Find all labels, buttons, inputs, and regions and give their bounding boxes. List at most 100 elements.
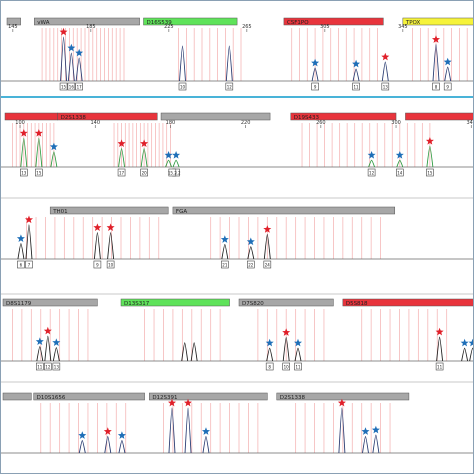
blue-star-icon [395,151,404,159]
peak [247,246,255,260]
peak [93,232,101,260]
allele-label: 15 [61,85,67,90]
locus-label: vWA [37,20,49,26]
locus-bar [57,112,158,121]
allele-label: 9 [314,85,317,90]
allele-label: 8 [435,85,438,90]
allele-label: 14 [397,171,403,176]
locus-bar [120,298,230,307]
allele-box [311,82,319,91]
blue-star-icon [16,234,25,242]
locus-bar [172,206,396,215]
red-star-icon [432,35,440,43]
peak [104,436,112,454]
allele-label: 15.2 [168,171,177,176]
peak [20,137,28,168]
allele-label: 15 [427,171,433,176]
allele-label: 11 [37,365,43,370]
peak [372,434,380,454]
allele-box [294,362,302,371]
red-star-icon [117,139,126,147]
red-star-icon [184,398,192,407]
peak [118,148,126,168]
peak [67,52,75,82]
tick-label: 140 [90,120,100,126]
allele-box [352,82,360,91]
peak [52,347,60,362]
allele-label: 10 [180,85,186,90]
locus-bar [276,392,410,401]
allele-box [17,260,25,269]
peak [190,342,198,362]
locus-label: D8S1179 [6,301,32,307]
locus-bar [283,17,384,26]
panel-1-svg: vWA D16S539 CSF1PO TPOX 145 185 225 265 305 345 15… [1,17,473,98]
blue-star-icon [35,337,44,345]
allele-label: 12 [45,365,51,370]
red-star-icon [93,223,102,231]
peak [381,61,389,82]
allele-box [19,168,28,177]
peak [168,407,176,454]
peak [44,335,52,362]
locus-bar [6,17,21,26]
peak [266,347,274,362]
allele-box [25,260,33,269]
peak [172,159,180,168]
red-star-icon [263,225,272,233]
blue-star-icon [75,48,84,57]
allele-box [247,260,255,269]
peak [368,159,376,168]
locus-bar [402,17,473,26]
red-star-icon [282,328,291,336]
locus-label: FGA [176,209,187,215]
locus-bar [290,112,397,121]
blue-star-icon [352,59,360,68]
locus-bar [4,112,58,121]
blue-star-icon [117,431,126,439]
locus-label: D13S317 [124,301,150,307]
blue-star-icon [361,427,370,435]
allele-label: 13 [383,85,389,90]
locus-label: D19S433 [294,115,320,121]
locus-bar [33,392,145,401]
peak [221,244,229,260]
allele-label: 17 [77,85,83,90]
allele-label: 11 [354,85,360,90]
allele-box [52,362,61,371]
peak [396,159,404,168]
blue-star-icon [371,425,380,434]
locus-bar [149,392,268,401]
blue-star-icon [202,427,210,435]
allele-box [225,82,234,91]
locus-bar [34,17,140,26]
dye-panel-1: vWA D16S539 CSF1PO TPOX 145 185 225 265 305 345 15… [1,1,473,98]
peak [263,233,271,260]
allele-label: 16 [69,85,75,90]
locus-bar [238,298,334,307]
locus-label: TH01 [52,209,67,215]
allele-label: 11 [437,365,443,370]
blue-star-icon [367,151,376,159]
peak [184,407,192,454]
locus-label: D12S391 [152,395,177,401]
allele-label: 12 [227,85,233,90]
allele-label: 6 [20,263,23,268]
allele-box [35,168,43,177]
allele-box [263,260,272,269]
peak [107,232,115,260]
locus-bar [49,206,169,215]
peak [165,159,172,168]
red-star-icon [168,398,176,407]
red-star-icon [19,129,28,137]
panel-3-svg: TH01 FGA 6 7 9 10 21 22 24 [1,206,473,295]
blue-star-icon [246,237,255,246]
allele-label: 17 [119,171,125,176]
allele-box [140,168,148,177]
red-star-icon [25,215,33,224]
blue-star-icon [78,431,87,439]
allele-label: 10 [108,263,114,268]
peak [50,151,58,168]
